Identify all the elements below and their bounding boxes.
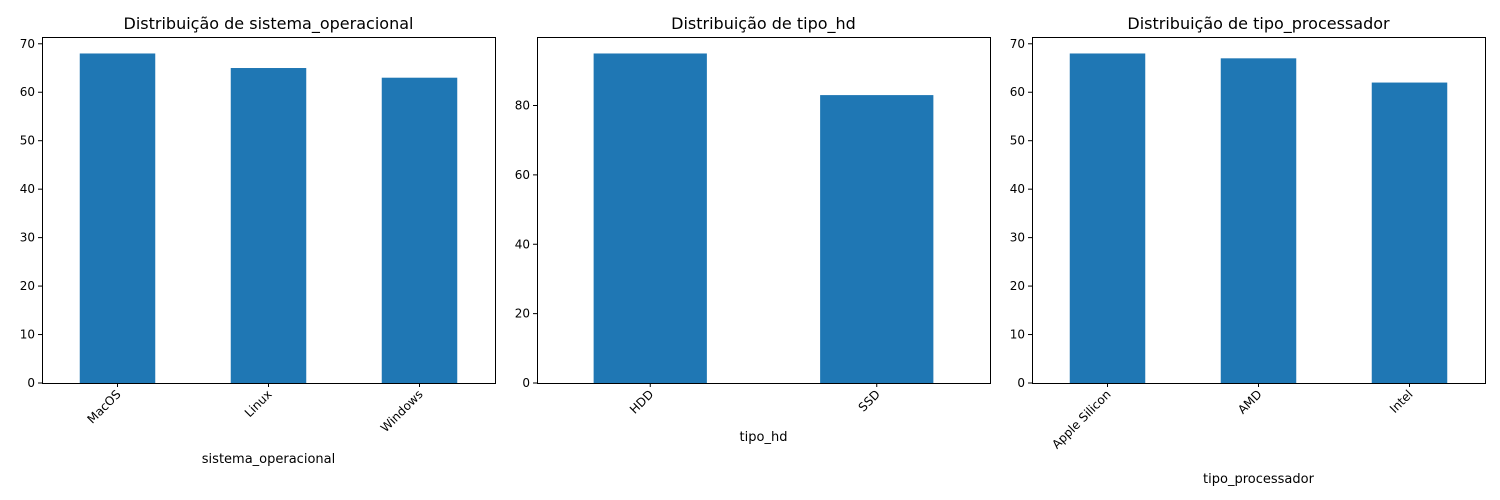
x-tick-label: Intel xyxy=(1387,387,1416,416)
y-tick-label: 40 xyxy=(20,182,35,196)
x-axis-label: sistema_operacional xyxy=(202,452,335,467)
y-tick-label: 40 xyxy=(515,237,530,251)
y-tick-label: 0 xyxy=(522,376,530,390)
bar-apple-silicon xyxy=(1069,53,1146,383)
y-tick-label: 0 xyxy=(1017,376,1025,390)
y-tick-label: 70 xyxy=(20,37,35,51)
bar-intel xyxy=(1371,82,1448,383)
bar-ssd xyxy=(820,95,934,383)
chart-title: Distribuição de sistema_operacional xyxy=(124,14,414,34)
x-tick-label: Apple Silicon xyxy=(1049,387,1113,451)
chart-panel-2: 0 20 40 60 80 HDD SSD Distribuição de tipo_hdti… xyxy=(515,14,991,445)
x-tick-label: Linux xyxy=(242,387,275,420)
y-tick-label: 0 xyxy=(27,376,35,390)
y-tick-label: 10 xyxy=(20,328,35,342)
x-axis-label: tipo_processador xyxy=(1203,472,1315,487)
y-tick-label: 20 xyxy=(515,307,530,321)
x-tick-label: HDD xyxy=(627,387,656,416)
y-tick-label: 50 xyxy=(1010,134,1025,148)
bar-linux xyxy=(230,68,307,383)
chart-panel-3: 0 10 20 30 40 50 60 70 Apple Silicon AMD Intel Dist… xyxy=(1010,14,1486,487)
chart-panel-1: 0 10 20 30 40 50 60 70 MacOS Linux Windows Distribu… xyxy=(20,14,496,467)
chart-title: Distribuição de tipo_hd xyxy=(671,14,856,34)
y-tick-label: 20 xyxy=(20,279,35,293)
charts-layer: 0 10 20 30 40 50 60 70 MacOS Linux Windows Distribu… xyxy=(20,14,1486,487)
y-tick-label: 60 xyxy=(515,168,530,182)
y-tick-label: 20 xyxy=(1010,279,1025,293)
y-tick-label: 50 xyxy=(20,134,35,148)
x-tick-label: MacOS xyxy=(84,387,123,426)
y-tick-label: 10 xyxy=(1010,328,1025,342)
bar-windows xyxy=(381,77,458,384)
y-tick-label: 60 xyxy=(1010,85,1025,99)
chart-title: Distribuição de tipo_processador xyxy=(1127,14,1390,34)
x-tick-label: AMD xyxy=(1235,387,1265,417)
y-tick-label: 30 xyxy=(1010,231,1025,245)
y-tick-label: 60 xyxy=(20,85,35,99)
y-tick-label: 80 xyxy=(515,99,530,113)
x-tick-label: SSD xyxy=(856,387,883,414)
bar-amd xyxy=(1220,58,1297,383)
bar-macos xyxy=(79,53,156,383)
bar-hdd xyxy=(593,53,707,383)
x-axis-label: tipo_hd xyxy=(740,430,788,445)
x-tick-label: Windows xyxy=(378,387,426,435)
y-tick-label: 70 xyxy=(1010,37,1025,51)
y-tick-label: 40 xyxy=(1010,182,1025,196)
y-tick-label: 30 xyxy=(20,231,35,245)
axes-frame xyxy=(537,37,991,384)
